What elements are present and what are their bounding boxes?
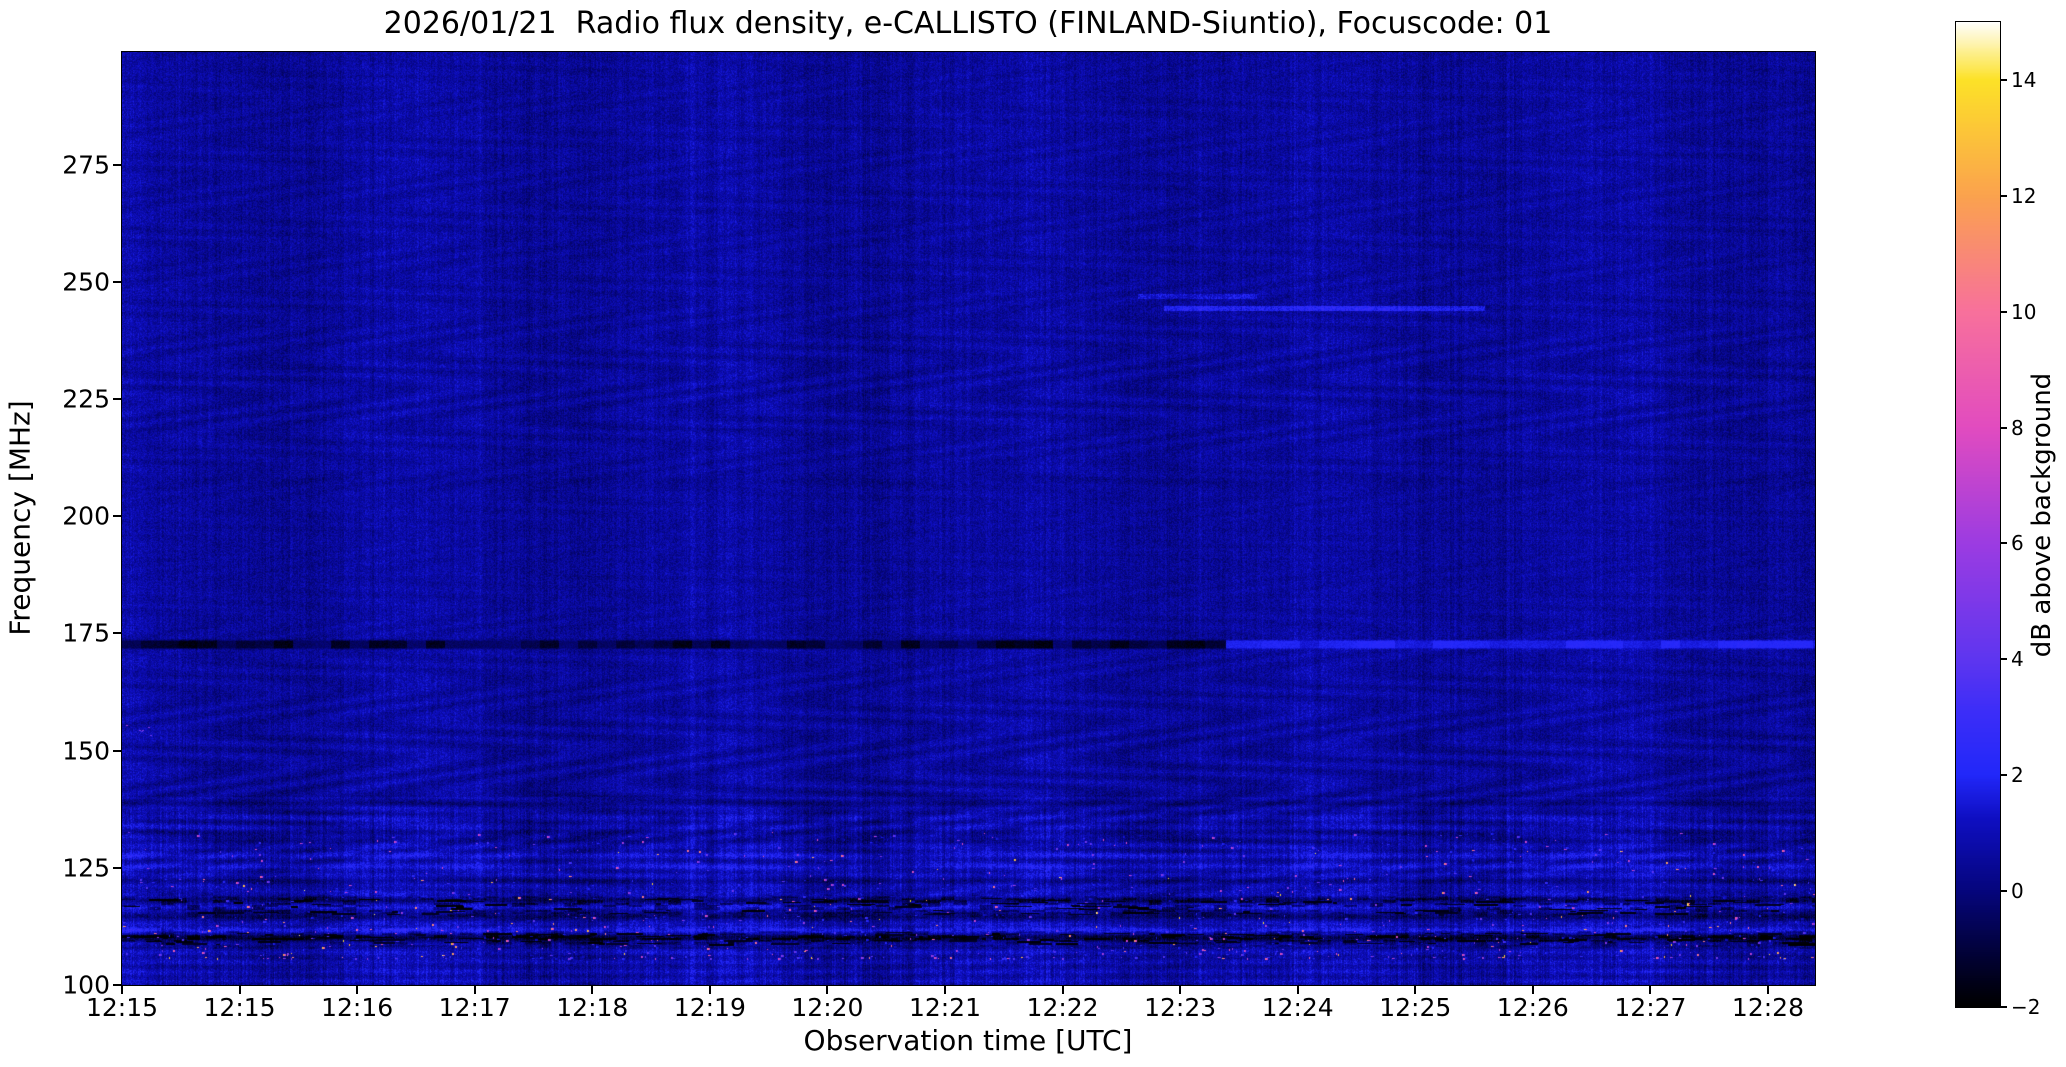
- y-tick-mark: [113, 280, 122, 283]
- x-tick-label: 12:15: [203, 993, 276, 1022]
- y-tick-label: 250: [62, 267, 110, 297]
- x-tick-mark: [1766, 985, 1769, 994]
- colorbar-tick-mark: [2000, 658, 2007, 661]
- y-tick-label: 175: [62, 618, 110, 648]
- y-tick-label: 200: [62, 501, 110, 531]
- colorbar-tick-label: 12: [2011, 183, 2037, 208]
- x-tick-mark: [1061, 985, 1064, 994]
- colorbar-tick-mark: [2000, 78, 2007, 81]
- x-tick-mark: [1531, 985, 1534, 994]
- x-tick-mark: [238, 985, 241, 994]
- y-tick-mark: [113, 632, 122, 635]
- x-tick-label: 12:19: [673, 993, 746, 1022]
- spectrogram-canvas: [121, 51, 1816, 986]
- y-tick-mark: [113, 397, 122, 400]
- x-tick-mark: [1649, 985, 1652, 994]
- colorbar-label: dB above background: [2027, 372, 2057, 658]
- x-tick-label: 12:21: [908, 993, 981, 1022]
- x-tick-label: 12:16: [321, 993, 394, 1022]
- colorbar-tick-label: 6: [2011, 531, 2024, 556]
- x-tick-mark: [1179, 985, 1182, 994]
- x-tick-label: 12:20: [791, 993, 864, 1022]
- x-tick-mark: [356, 985, 359, 994]
- x-tick-label: 12:26: [1496, 993, 1569, 1022]
- colorbar-tick-label: 0: [2011, 879, 2024, 904]
- colorbar-tick-label: 4: [2011, 647, 2024, 672]
- colorbar-tick-label: 2: [2011, 763, 2024, 788]
- x-tick-label: 12:24: [1261, 993, 1334, 1022]
- y-tick-mark: [113, 984, 122, 986]
- x-tick-mark: [1414, 985, 1417, 994]
- x-tick-mark: [121, 985, 123, 994]
- colorbar-tick-mark: [2000, 890, 2007, 893]
- colorbar-tick-mark: [2000, 194, 2007, 197]
- colorbar-tick-mark: [2000, 774, 2007, 777]
- y-tick-label: 275: [62, 150, 110, 180]
- x-tick-label: 12:15: [85, 993, 159, 1022]
- x-tick-label: 12:22: [1026, 993, 1099, 1022]
- colorbar-tick-label: 8: [2011, 415, 2024, 440]
- x-tick-mark: [591, 985, 594, 994]
- colorbar-tick-label: 14: [2011, 67, 2037, 92]
- chart-title: 2026/01/21 Radio flux density, e-CALLIST…: [383, 6, 1553, 41]
- x-tick-label: 12:28: [1731, 993, 1804, 1022]
- x-tick-label: 12:25: [1379, 993, 1452, 1022]
- x-tick-mark: [826, 985, 829, 994]
- y-tick-mark: [113, 515, 122, 518]
- y-tick-label: 100: [62, 970, 110, 1000]
- x-tick-label: 12:27: [1614, 993, 1687, 1022]
- colorbar-tick-mark: [2000, 426, 2007, 429]
- y-tick-mark: [113, 866, 122, 869]
- y-tick-mark: [113, 163, 122, 166]
- colorbar-tick-label: −2: [2011, 995, 2041, 1019]
- colorbar-canvas: [1955, 21, 2001, 1008]
- y-tick-mark: [113, 749, 122, 752]
- colorbar-tick-label: 10: [2011, 299, 2037, 324]
- colorbar-tick-mark: [2000, 542, 2007, 545]
- y-tick-label: 225: [62, 384, 110, 414]
- y-tick-label: 125: [62, 853, 110, 883]
- x-axis-label: Observation time [UTC]: [803, 1024, 1133, 1057]
- x-tick-label: 12:17: [438, 993, 511, 1022]
- x-tick-label: 12:23: [1144, 993, 1217, 1022]
- x-tick-mark: [1296, 985, 1299, 994]
- x-tick-mark: [708, 985, 711, 994]
- colorbar-tick-mark: [2000, 310, 2007, 313]
- y-axis-label: Frequency [MHz]: [3, 400, 37, 636]
- y-tick-label: 150: [62, 736, 110, 766]
- colorbar-tick-mark: [2000, 1006, 2007, 1008]
- x-tick-mark: [473, 985, 476, 994]
- x-tick-mark: [943, 985, 946, 994]
- x-tick-label: 12:18: [556, 993, 629, 1022]
